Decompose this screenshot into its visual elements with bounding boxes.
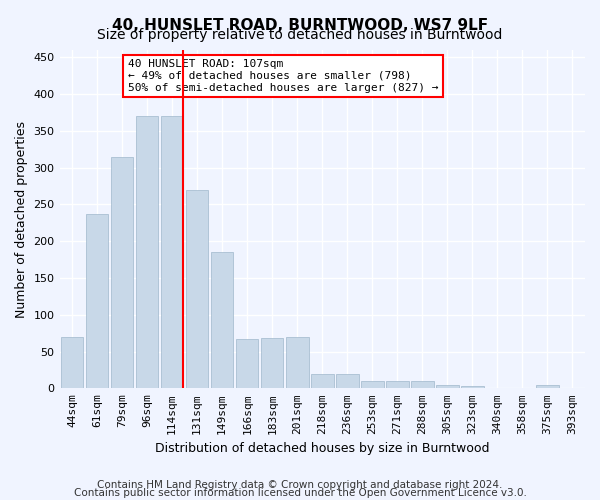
X-axis label: Distribution of detached houses by size in Burntwood: Distribution of detached houses by size … <box>155 442 490 455</box>
Y-axis label: Number of detached properties: Number of detached properties <box>15 120 28 318</box>
Bar <box>186 190 208 388</box>
Bar <box>86 214 109 388</box>
Bar <box>136 116 158 388</box>
Text: 40, HUNSLET ROAD, BURNTWOOD, WS7 9LF: 40, HUNSLET ROAD, BURNTWOOD, WS7 9LF <box>112 18 488 32</box>
Text: Contains public sector information licensed under the Open Government Licence v3: Contains public sector information licen… <box>74 488 526 498</box>
Bar <box>311 374 334 388</box>
Bar <box>161 116 184 388</box>
Bar <box>386 381 409 388</box>
Bar <box>236 339 259 388</box>
Bar <box>461 386 484 388</box>
Bar <box>261 338 283 388</box>
Bar <box>336 374 359 388</box>
Text: 40 HUNSLET ROAD: 107sqm
← 49% of detached houses are smaller (798)
50% of semi-d: 40 HUNSLET ROAD: 107sqm ← 49% of detache… <box>128 60 439 92</box>
Text: Contains HM Land Registry data © Crown copyright and database right 2024.: Contains HM Land Registry data © Crown c… <box>97 480 503 490</box>
Text: Size of property relative to detached houses in Burntwood: Size of property relative to detached ho… <box>97 28 503 42</box>
Bar <box>411 381 434 388</box>
Bar <box>286 337 308 388</box>
Bar <box>211 252 233 388</box>
Bar <box>61 337 83 388</box>
Bar <box>436 386 458 388</box>
Bar <box>361 381 383 388</box>
Bar <box>111 156 133 388</box>
Bar <box>536 386 559 388</box>
